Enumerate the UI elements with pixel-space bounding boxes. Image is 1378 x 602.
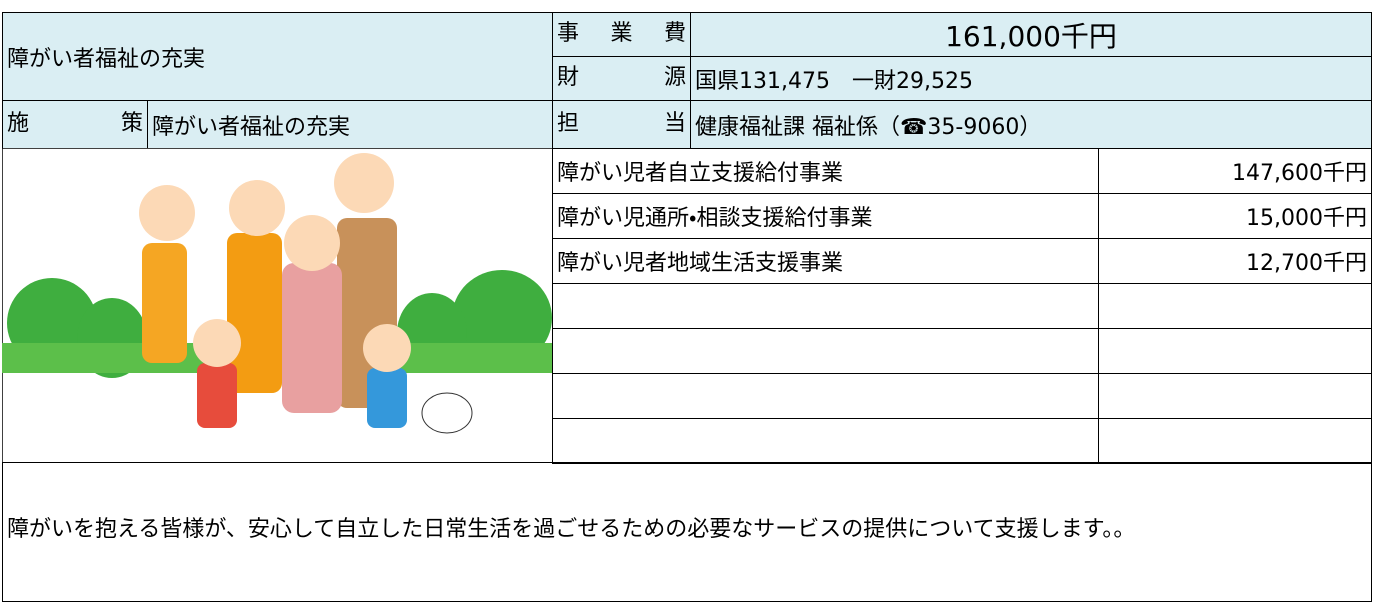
policy: 障がい者福祉の充実 xyxy=(147,100,553,149)
project-name xyxy=(552,373,1099,419)
project-name: 障がい児通所・相談支援給付事業 xyxy=(552,193,1099,239)
project-cost xyxy=(1098,328,1372,374)
title-cell: 障がい者福祉の充実 xyxy=(2,12,553,101)
project-cost xyxy=(1098,418,1372,464)
project-name: 障がい児者地域生活支援事業 xyxy=(552,238,1099,284)
owner: 健康福祉課 福祉係（☎35-9060） xyxy=(690,100,1372,149)
funding: 国県131,475 一財29,525 xyxy=(690,56,1372,101)
project-name xyxy=(552,283,1099,329)
project-cost: 147,600千円 xyxy=(1098,148,1372,194)
project-name xyxy=(552,328,1099,374)
project-name xyxy=(552,418,1099,464)
policy-label: 施策 xyxy=(2,100,148,149)
cost-label: 事業費 xyxy=(552,12,691,57)
project-cost xyxy=(1098,373,1372,419)
project-cost: 12,700千円 xyxy=(1098,238,1372,284)
owner-label: 担当 xyxy=(552,100,691,149)
project-cost xyxy=(1098,283,1372,329)
description: 障がいを抱える皆様が、安心して自立した日常生活を過ごせるための必要なサービスの提… xyxy=(2,462,1372,602)
people xyxy=(139,153,473,434)
title: 障がい者福祉の充実 xyxy=(7,46,206,72)
project-cost: 15,000千円 xyxy=(1098,193,1372,239)
project-name: 障がい児者自立支援給付事業 xyxy=(552,148,1099,194)
funding-label: 財源 xyxy=(552,56,691,101)
cost: 161,000千円 xyxy=(690,12,1372,57)
illustration xyxy=(2,148,553,463)
description-text: 障がいを抱える皆様が、安心して自立した日常生活を過ごせるための必要なサービスの提… xyxy=(7,517,1136,542)
